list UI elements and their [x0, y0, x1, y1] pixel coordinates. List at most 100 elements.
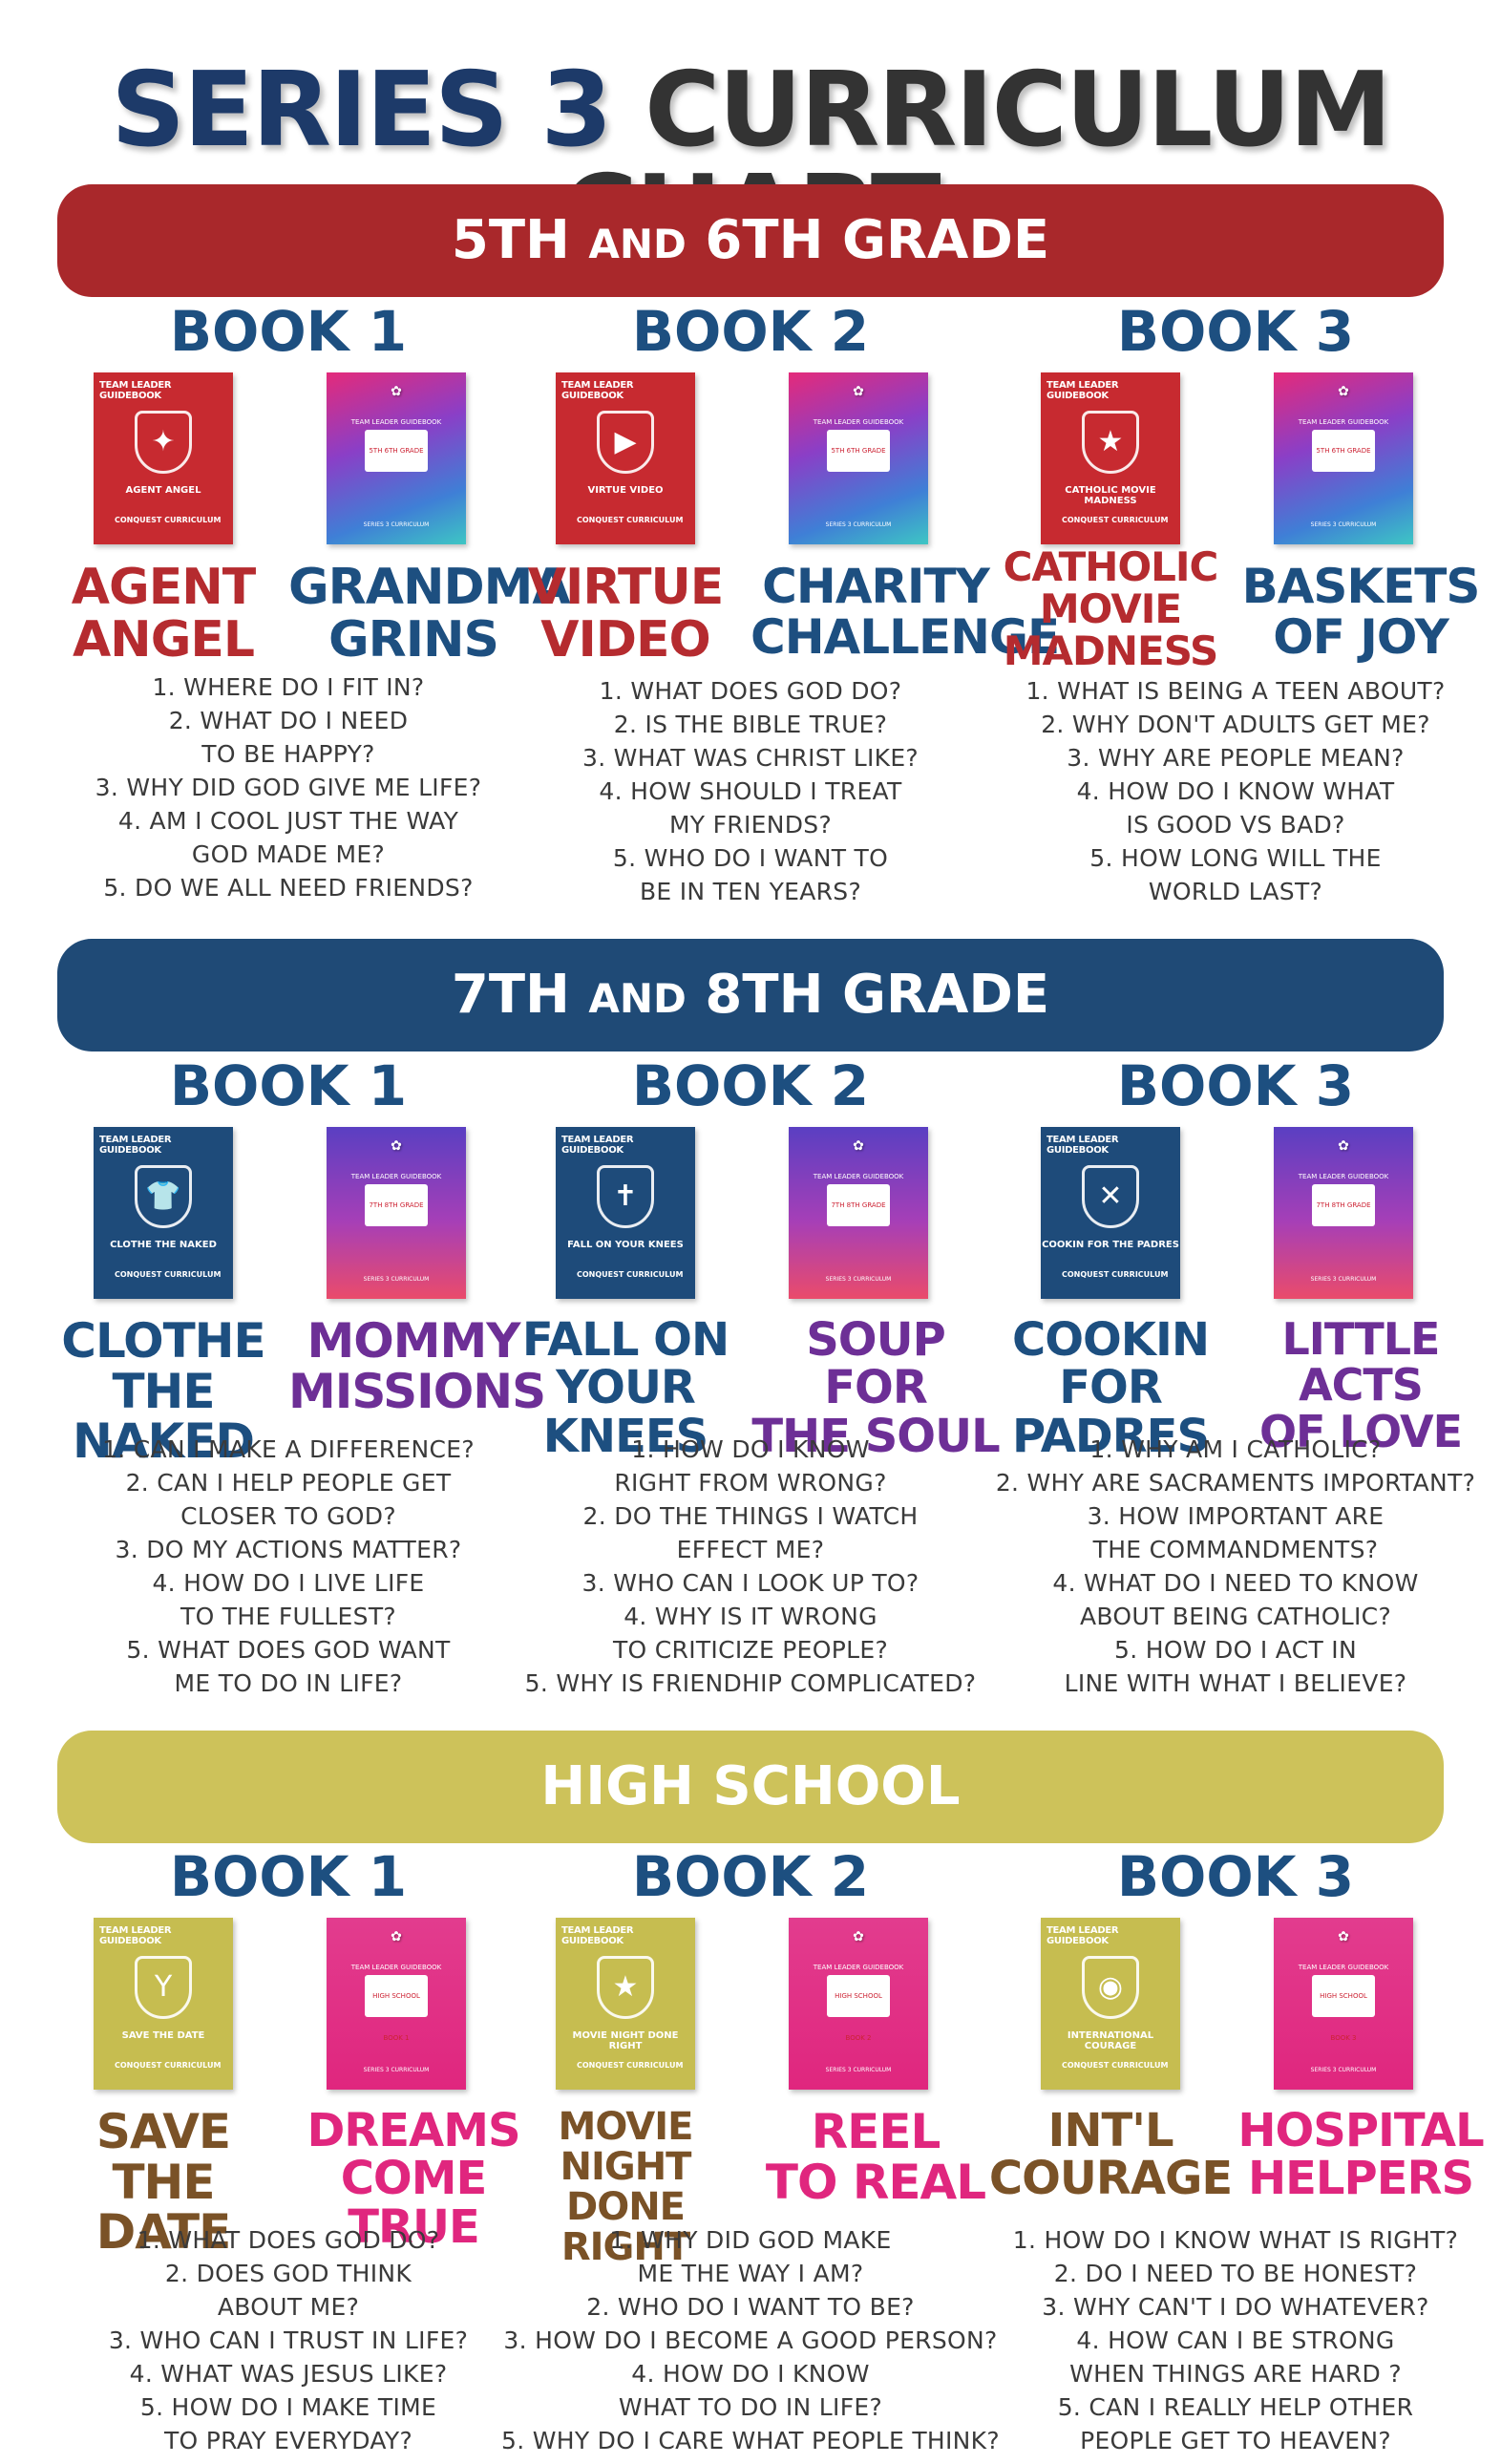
question: 5. HOW LONG WILL THE: [1089, 844, 1382, 872]
book-column: BOOK 1 TEAM LEADER GUIDEBOOK 👕 CLOTHE TH…: [38, 1053, 546, 1727]
book-cover: ✿ TEAM LEADER GUIDEBOOK HIGH SCHOOL BOOK…: [327, 1918, 466, 2090]
question-list: 1. WHERE DO I FIT IN? 2. WHAT DO I NEED …: [38, 670, 539, 904]
book-cover: ✿ TEAM LEADER GUIDEBOOK 5TH 6TH GRADE SE…: [789, 372, 928, 544]
book-label: BOOK 1: [169, 299, 408, 364]
cover-series: SERIES 3 CURRICULUM: [363, 1276, 430, 1283]
question: 2. WHO DO I WANT TO BE?: [586, 2293, 915, 2321]
cover-series: SERIES 3 CURRICULUM: [1310, 521, 1377, 528]
question: WHEN THINGS ARE HARD ?: [1069, 2360, 1402, 2388]
question: 1. WHERE DO I FIT IN?: [152, 673, 425, 701]
title-line: MOVIE NIGHT: [558, 2105, 694, 2189]
question: CLOSER TO GOD?: [180, 1502, 396, 1530]
book-column: BOOK 3 TEAM LEADER GUIDEBOOK ✕ COOKIN FO…: [985, 1058, 1486, 1727]
question: 5. CAN I REALLY HELP OTHER: [1057, 2393, 1414, 2421]
book-cover: TEAM LEADER GUIDEBOOK ★ MOVIE NIGHT DONE…: [556, 1918, 695, 2090]
question-list: 1. WHY AM I CATHOLIC? 2. WHY ARE SACRAME…: [985, 1433, 1486, 1700]
cover-series: SERIES 3 CURRICULUM: [1310, 1276, 1377, 1283]
question: 4. WHAT WAS JESUS LIKE?: [129, 2360, 448, 2388]
book-label: BOOK 1: [169, 1053, 408, 1118]
question: BE IN TEN YEARS?: [639, 878, 862, 905]
book-cover: TEAM LEADER GUIDEBOOK ▶ VIRTUE VIDEO CON…: [556, 372, 695, 544]
band-text: 8TH GRADE: [705, 964, 1050, 1026]
question-list: 1. WHAT IS BEING A TEEN ABOUT? 2. WHY DO…: [985, 674, 1486, 908]
cover-grade-plate: 5TH 6TH GRADE: [1312, 430, 1375, 472]
title-line: CLOTHE: [61, 1313, 265, 1369]
cover-grade-plate: HIGH SCHOOL BOOK 3: [1312, 1975, 1375, 2042]
cover-title: INTERNATIONAL COURAGE: [1067, 2030, 1154, 2051]
cover-header: TEAM LEADER GUIDEBOOK: [1046, 1925, 1119, 1946]
book-column: BOOK 2 TEAM LEADER GUIDEBOOK ▶ VIRTUE VI…: [500, 304, 1060, 915]
book-label: BOOK 3: [1116, 1844, 1355, 1909]
title-line: CHALLENGE: [750, 608, 1060, 665]
book-title-left: FALL ON YOUR KNEES: [500, 1316, 750, 1460]
cover-header: TEAM LEADER GUIDEBOOK: [99, 1925, 172, 1946]
question-list: 1. CAN I MAKE A DIFFERENCE? 2. CAN I HEL…: [38, 1433, 539, 1700]
book-title-right: GRANDMA GRINS: [288, 562, 571, 666]
title-line: THE NAKED: [73, 1363, 255, 1469]
title-line: DONE RIGHT: [560, 2185, 690, 2269]
cover-header: TEAM LEADER GUIDEBOOK: [1298, 418, 1389, 426]
book-label: BOOK 3: [1116, 1053, 1355, 1118]
book-title-left: VIRTUE VIDEO: [500, 562, 750, 666]
title-line: MISSIONS: [288, 1363, 546, 1419]
cover-series: SERIES 3 CURRICULUM: [1310, 2067, 1377, 2073]
title-line: AGENT: [71, 559, 256, 616]
question: 1. HOW DO I KNOW WHAT IS RIGHT?: [1012, 2226, 1459, 2254]
title-line: HELPERS: [1247, 2152, 1474, 2206]
title-line: VIDEO: [540, 610, 710, 669]
cover-header: TEAM LEADER GUIDEBOOK: [561, 1135, 634, 1156]
question-list: 1. WHAT DOES GOD DO? 2. DOES GOD THINK A…: [38, 2223, 539, 2457]
book-cover: ✿ TEAM LEADER GUIDEBOOK HIGH SCHOOL BOOK…: [1274, 1918, 1413, 2090]
question: PEOPLE GET TO HEAVEN?: [1080, 2427, 1391, 2454]
question: WORLD LAST?: [1148, 878, 1323, 905]
cover-brand: CONQUEST CURRICULUM: [1062, 1270, 1169, 1279]
grade-band-7-8: 7TH AND 8TH GRADE: [57, 939, 1444, 1051]
cover-series: SERIES 3 CURRICULUM: [825, 521, 892, 528]
cover-header: TEAM LEADER GUIDEBOOK: [1046, 1135, 1119, 1156]
question: 2. DOES GOD THINK: [164, 2260, 412, 2287]
book-cover: ✿ TEAM LEADER GUIDEBOOK HIGH SCHOOL BOOK…: [789, 1918, 928, 2090]
question: 2. WHAT DO I NEED: [168, 707, 409, 734]
book-column: BOOK 3 TEAM LEADER GUIDEBOOK ★ CATHOLIC …: [985, 304, 1486, 915]
question: 5. WHAT DOES GOD WANT: [126, 1636, 451, 1664]
cover-title: SAVE THE DATE: [121, 2030, 205, 2041]
globe-hands-icon: ◉: [1082, 1956, 1139, 2019]
book-column: BOOK 2 TEAM LEADER GUIDEBOOK ★ MOVIE NIG…: [500, 1849, 1001, 2464]
question: IS GOOD VS BAD?: [1126, 811, 1345, 839]
title-line: FALL ON: [521, 1313, 729, 1367]
question: 1. WHY DID GOD MAKE: [609, 2226, 892, 2254]
cover-header: TEAM LEADER GUIDEBOOK: [813, 1173, 904, 1180]
cover-title: VIRTUE VIDEO: [587, 485, 664, 496]
band-text: 7TH: [451, 964, 570, 1026]
book-cover: ✿ TEAM LEADER GUIDEBOOK 7TH 8TH GRADE SE…: [789, 1127, 928, 1299]
video-camera-icon: ▶: [597, 411, 654, 474]
book-title-left: CLOTHE THE NAKED: [38, 1316, 288, 1467]
cover-brand: CONQUEST CURRICULUM: [577, 1270, 684, 1279]
book-label: BOOK 2: [631, 1053, 870, 1118]
question: 4. HOW CAN I BE STRONG: [1076, 2326, 1395, 2354]
challenge-logo: ✿: [391, 1138, 402, 1154]
cover-series: SERIES 3 CURRICULUM: [363, 521, 430, 528]
question: TO BE HAPPY?: [201, 740, 375, 768]
question: ME THE WAY I AM?: [637, 2260, 864, 2287]
cover-title: CATHOLIC MOVIE MADNESS: [1065, 485, 1156, 506]
book-column: BOOK 2 TEAM LEADER GUIDEBOOK ✝ FALL ON Y…: [500, 1058, 1001, 1727]
question: ABOUT ME?: [217, 2293, 360, 2321]
title-line: OF LOVE: [1258, 1405, 1463, 1457]
band-and: AND: [588, 975, 687, 1022]
question: 5. DO WE ALL NEED FRIENDS?: [103, 874, 474, 902]
question: 3. WHY CAN'T I DO WHATEVER?: [1042, 2293, 1429, 2321]
question: 4. WHY IS IT WRONG: [624, 1603, 877, 1630]
book-cover: TEAM LEADER GUIDEBOOK ✕ COOKIN FOR THE P…: [1041, 1127, 1180, 1299]
section-high-school: BOOK 1 TEAM LEADER GUIDEBOOK Y SAVE THE …: [0, 1849, 1501, 2464]
question: 3. HOW IMPORTANT ARE: [1087, 1502, 1385, 1530]
question: 4. HOW DO I KNOW: [631, 2360, 870, 2388]
question: 3. WHY DID GOD GIVE ME LIFE?: [95, 774, 482, 801]
cover-brand: CONQUEST CURRICULUM: [115, 516, 222, 524]
cover-title: MOVIE NIGHT DONE RIGHT: [572, 2030, 679, 2051]
cover-grade-plate: 7TH 8TH GRADE: [827, 1184, 890, 1226]
title-line: SOUP FOR: [806, 1313, 946, 1415]
book-title-right: REEL TO REAL: [750, 2107, 1001, 2207]
cover-header: TEAM LEADER GUIDEBOOK: [561, 380, 634, 401]
book-title-right: BASKETS OF JOY: [1236, 562, 1486, 662]
